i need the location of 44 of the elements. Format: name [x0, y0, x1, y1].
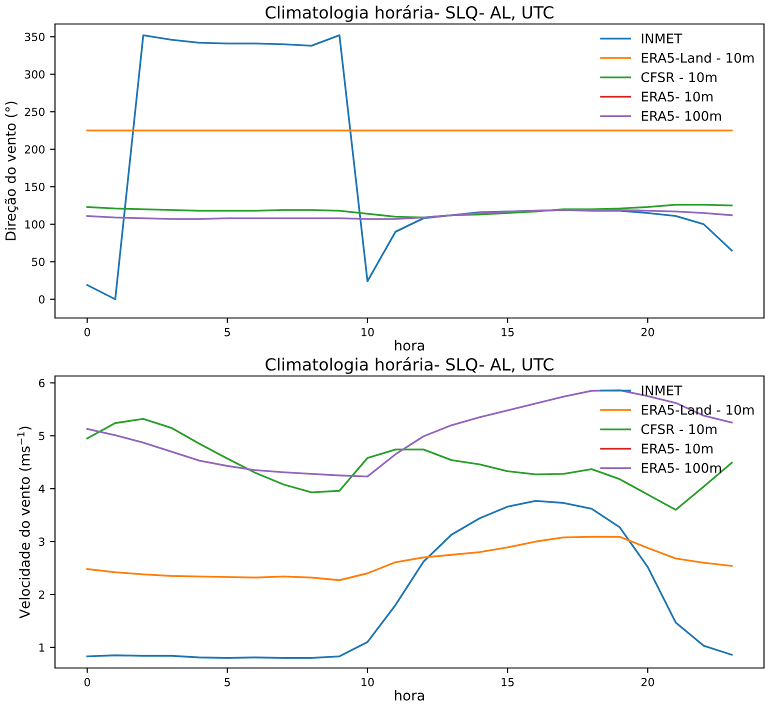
x-tick-label: 0 [84, 678, 90, 686]
line-series [86, 418, 733, 511]
line-series [86, 204, 733, 218]
chart-title: Climatologia horária- SLQ- AL, UTC [266, 5, 554, 22]
x-tick-label: 15 [502, 678, 514, 686]
x-tick-label: 5 [224, 678, 230, 686]
chart-title: Climatologia horária- SLQ- AL, UTC [266, 357, 554, 374]
legend-label: CFSR - 10m [641, 424, 716, 434]
x-axis-title: hora [395, 340, 424, 351]
y-tick-label: 150 [25, 182, 45, 192]
y-tick-label: 250 [24, 108, 45, 116]
legend-label: ERA5- 10m [642, 92, 713, 102]
y-tick-label: 50 [32, 258, 45, 266]
legend-label: INMET [642, 386, 682, 396]
x-tick-label: 5 [224, 328, 230, 336]
x-tick-label: 15 [502, 328, 514, 336]
legend-label: ERA5- 100m [642, 110, 721, 121]
x-axis-title: hora [395, 690, 424, 701]
y-tick-label: 350 [24, 32, 45, 42]
y-tick-label: 100 [25, 220, 45, 229]
y-tick-label: 4 [38, 484, 45, 493]
y-tick-label: 2 [39, 590, 44, 599]
y-tick-label: 0 [38, 295, 45, 304]
y-tick-label: 3 [39, 538, 44, 546]
x-tick-label: 20 [641, 678, 654, 686]
y-tick-label: 5 [39, 432, 44, 440]
line-series [86, 500, 733, 659]
y-tick-label: 6 [38, 378, 45, 388]
y-tick-label: 200 [24, 145, 45, 154]
x-tick-label: 10 [362, 328, 374, 336]
y-tick-label: 1 [39, 643, 44, 652]
y-axis-title: Direção do vento (°) [4, 102, 18, 240]
line-series [86, 209, 733, 220]
y-axis-title: Velocidade do vento (ms$^{−1}$) [17, 426, 32, 618]
legend-label: INMET [642, 34, 682, 44]
legend-label: ERA5- 100m [642, 462, 721, 473]
legend-label: ERA5-Land - 10m [642, 52, 754, 63]
x-tick-label: 20 [641, 328, 654, 336]
line-series [86, 536, 733, 582]
y-tick-label: 300 [24, 70, 45, 79]
legend-label: CFSR - 10m [641, 72, 716, 82]
legend-label: ERA5- 10m [642, 444, 713, 454]
x-tick-label: 10 [362, 678, 374, 686]
x-tick-label: 0 [84, 328, 90, 336]
